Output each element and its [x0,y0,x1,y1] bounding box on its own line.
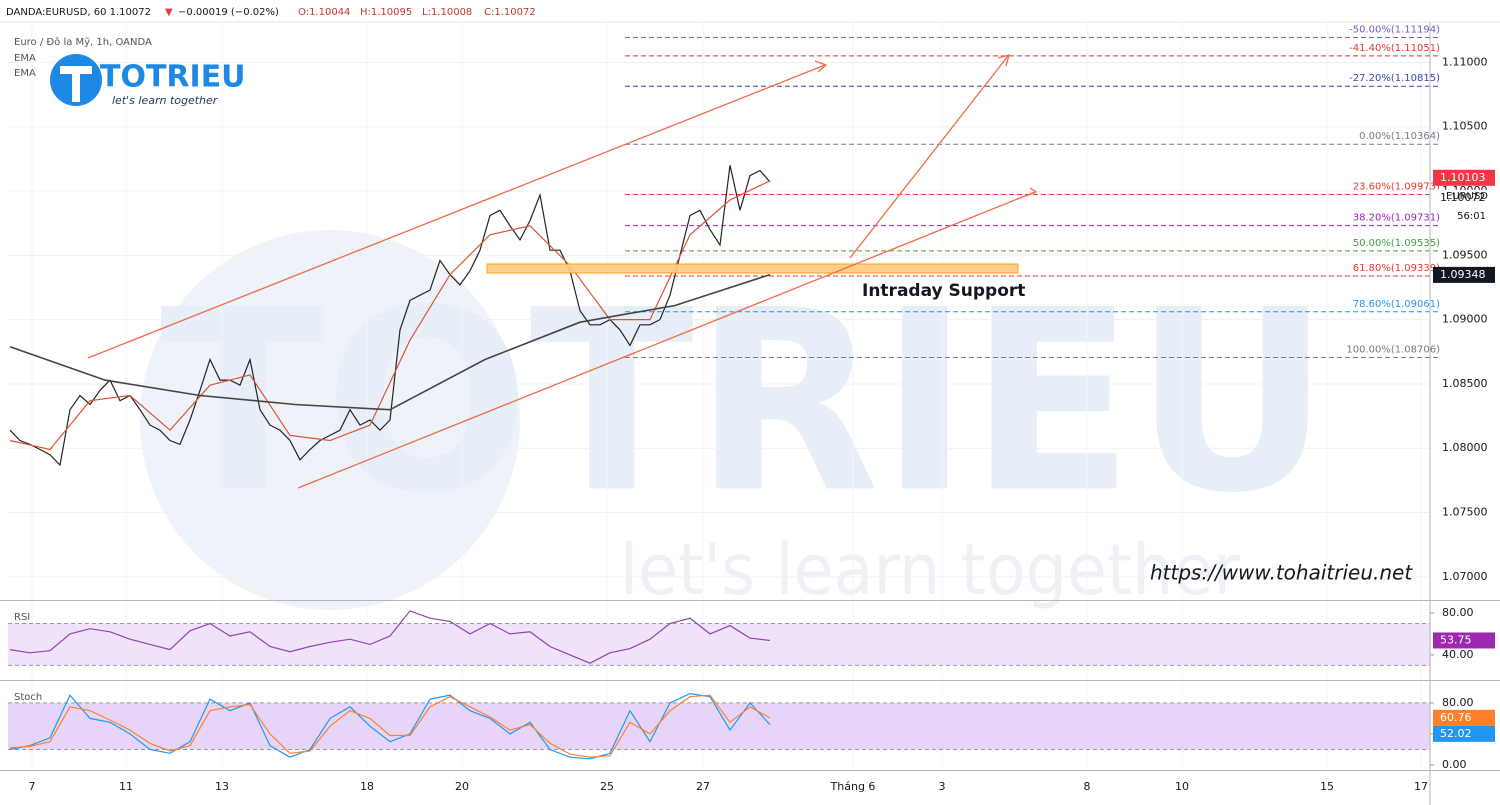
series-line [9,273,771,411]
header-change: −0.00019 (−0.02%) [178,7,279,18]
header-symbol: DANDA:EURUSD, 60 1.10072 [6,7,151,18]
fib-label: 61.80%(1.09339) [1353,263,1440,274]
value-tag [1433,266,1495,283]
symbol-tag: EURUSD [1446,191,1488,202]
arrow-heads [814,54,1038,197]
x-tick-label: 8 [1084,780,1091,793]
x-tick-label: 17 [1414,780,1428,793]
y-tick-label: 80.00 [1442,696,1474,709]
series-line [9,694,771,758]
support-zone [486,263,1019,274]
fib-label: 100.00%(1.08706) [1346,344,1440,355]
x-tick-label: 7 [29,780,36,793]
band [8,702,1430,750]
logo-name: TOTRIEU [100,60,246,95]
y-tick-label: 80.00 [1442,606,1474,619]
value-tag-label: 53.75 [1440,633,1472,646]
value-tag-label: 1.09348 [1440,268,1486,281]
legend-entry: EMA [14,68,36,79]
value-tag [1433,725,1495,742]
watermark: TOTRIEU let's learn together [140,230,1330,611]
x-tick-label: 13 [215,780,229,793]
fib-label: 0.00%(1.10364) [1359,131,1440,142]
watermark-name: TOTRIEU [160,256,1330,547]
fib-label: -27.20%(1.10815) [1349,73,1440,84]
y-tick-label: 1.11000 [1442,55,1488,68]
x-tick-label: 10 [1175,780,1189,793]
logo-tagline: let's learn together [112,94,219,107]
y-tick-label: 1.07000 [1442,570,1488,583]
annotation: Intraday Support [862,281,1025,301]
header-close: C:1.10072 [484,7,536,18]
channel-lower [297,191,1036,489]
header-arrow: ▼ [165,7,173,18]
fib-label: 23.60%(1.09973) [1353,182,1440,193]
x-tick-label: 18 [360,780,374,793]
value-tag [1433,189,1495,206]
y-tick-label: 1.10500 [1442,120,1488,133]
value-tag [1433,169,1495,186]
watermark-circle [140,230,520,610]
value-tag [1433,709,1495,726]
fib-label: -50.00%(1.11194) [1349,24,1440,35]
legend-entry: EMA [14,53,36,64]
header-low: L:1.10008 [422,7,472,18]
countdown: 56:01 [1457,211,1486,222]
value-tag [1433,632,1495,649]
y-tick-label: 1.08500 [1442,377,1488,390]
x-tick-label: 3 [939,780,946,793]
series-line [9,610,771,664]
watermark-tagline: let's learn together [620,529,1240,611]
fib-label: 50.00%(1.09535) [1353,238,1440,249]
x-tick-label: Tháng 6 [830,780,876,793]
value-tag-label: 1.10103 [1440,171,1486,184]
y-tick-label: 0.00 [1442,758,1467,771]
x-tick-label: 20 [455,780,469,793]
panel-title: Stoch [14,692,42,703]
url: https://www.tohaitrieu.net [1150,561,1413,585]
header-high: H:1.10095 [360,7,412,18]
y-tick-label: 40.00 [1442,648,1474,661]
x-tick-label: 15 [1320,780,1334,793]
x-tick-label: 27 [696,780,710,793]
series-line [9,165,771,467]
series-line [9,180,771,451]
y-tick-label: 1.09000 [1442,313,1488,326]
y-tick-label: 1.07500 [1442,506,1488,519]
fib-label: 38.20%(1.09731) [1353,213,1440,224]
y-tick-label: 1.09500 [1442,248,1488,261]
series-line [9,692,771,760]
value-tag-label: 60.76 [1440,711,1472,724]
x-tick-label: 11 [119,780,133,793]
header-open: O:1.10044 [298,7,350,18]
logo-icon [72,66,80,102]
x-tick-label: 25 [600,780,614,793]
fib-label: 78.60%(1.09061) [1353,299,1440,310]
arrow-line [849,55,1009,259]
channel-upper [87,64,826,359]
chart-title: Euro / Đô la Mỹ, 1h, OANDA [14,36,152,48]
panel-title: RSI [14,612,30,623]
value-tag-label: 52.02 [1440,727,1472,740]
y-tick-label: 1.08000 [1442,441,1488,454]
value-tag-label: 1.10072 [1440,191,1486,204]
fib-label: -41.40%(1.11051) [1349,43,1440,54]
